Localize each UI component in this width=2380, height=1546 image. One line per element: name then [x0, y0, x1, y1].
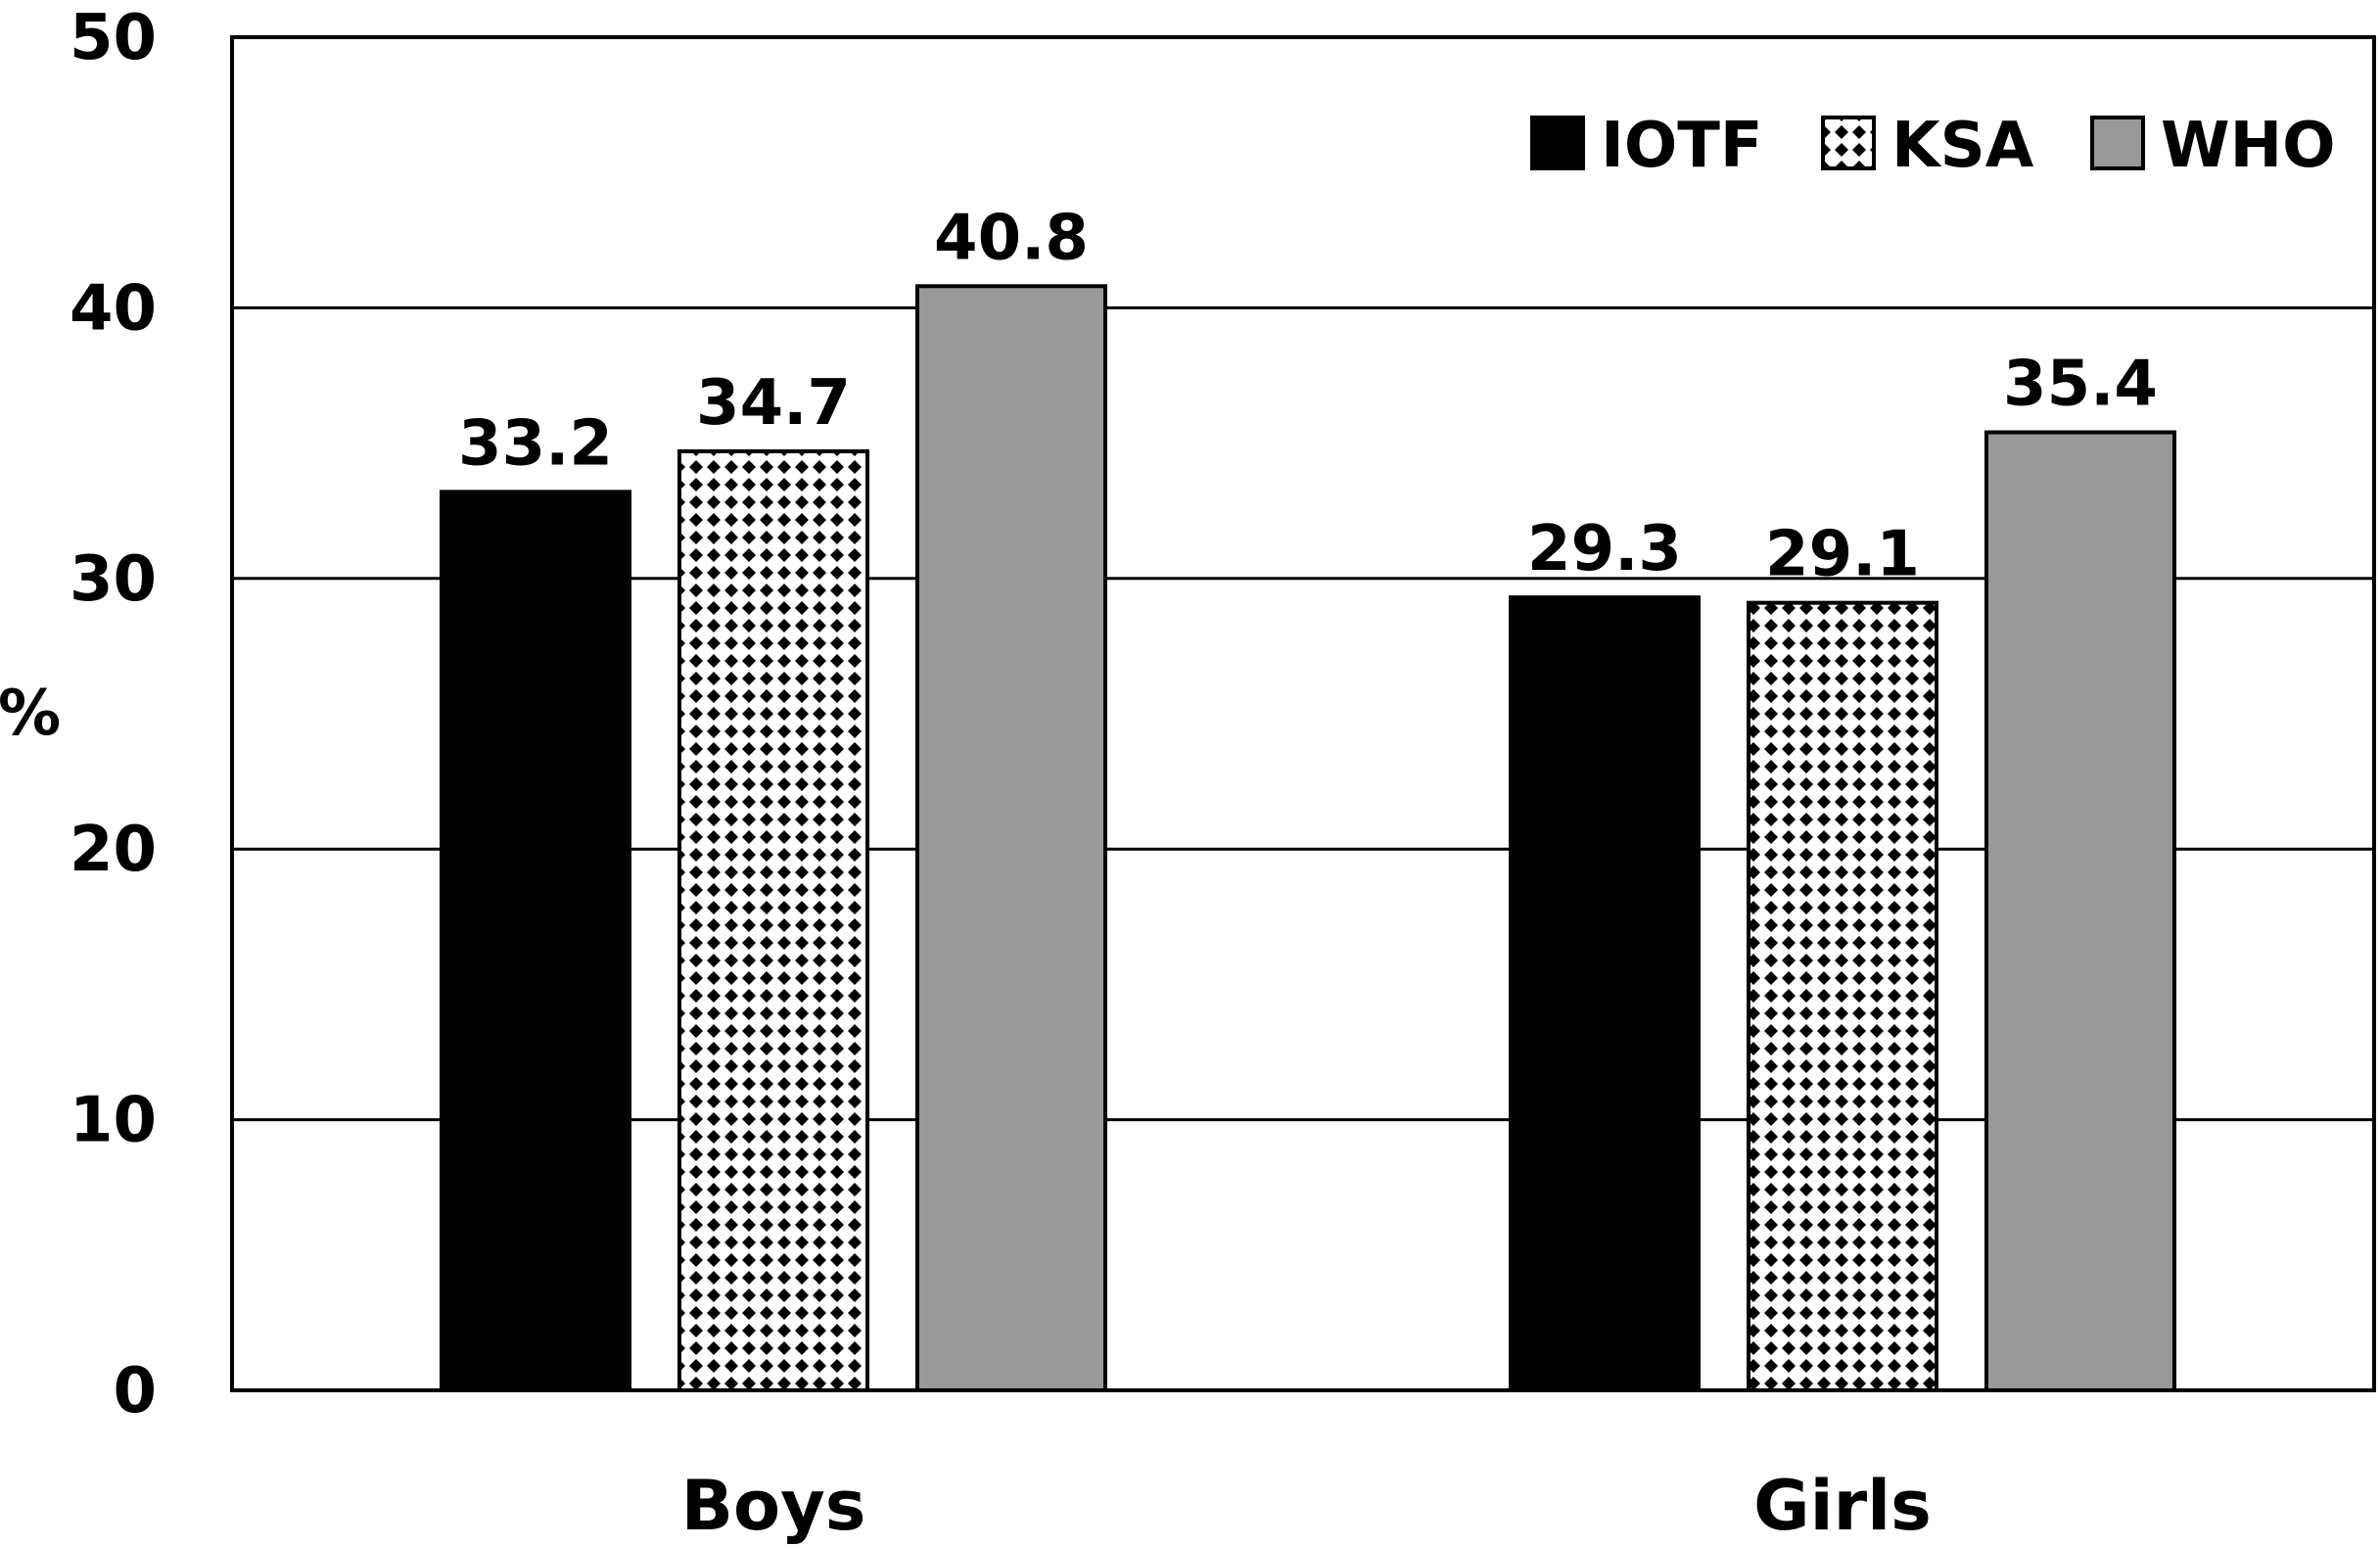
y-tick-label: 20: [70, 814, 157, 886]
legend-swatch-who: [2090, 116, 2145, 170]
y-tick-label: 50: [70, 2, 157, 74]
x-tick-label-girls: Girls: [1753, 1466, 1932, 1546]
legend-label-who: WHO: [2161, 110, 2336, 182]
data-labels: 33.2 34.7 40.8 29.3 29.1 35.4: [458, 202, 2158, 590]
x-tick-label-boys: Boys: [681, 1466, 866, 1546]
data-label-ksa-boys: 34.7: [696, 367, 851, 440]
bar-iotf-girls: [1509, 595, 1701, 1392]
bar-iotf-boys: [440, 490, 631, 1392]
data-label-who-boys: 40.8: [934, 202, 1089, 274]
bar-who-boys: [915, 284, 1107, 1393]
bar-ksa-boys: [677, 448, 869, 1392]
data-label-iotf-girls: 29.3: [1527, 513, 1682, 586]
legend-swatch-iotf: [1530, 116, 1585, 170]
legend-label-ksa: KSA: [1891, 110, 2034, 182]
y-tick-label: 0: [113, 1355, 157, 1428]
data-label-ksa-girls: 29.1: [1765, 519, 1920, 591]
y-tick-label: 30: [70, 543, 157, 616]
y-tick-label: 10: [70, 1085, 157, 1157]
data-label-iotf-boys: 33.2: [458, 407, 613, 480]
bar-ksa-girls: [1747, 600, 1938, 1392]
plot-frame: [230, 35, 2376, 1392]
y-axis-label: %: [0, 678, 61, 750]
legend: IOTF KSA WHO: [1530, 110, 2336, 182]
data-label-who-girls: 35.4: [2003, 349, 2158, 421]
legend-label-iotf: IOTF: [1601, 110, 1763, 182]
y-tick-label: 40: [70, 272, 157, 345]
axes: 0 10 20 30 40 50% Boys Girls: [0, 2, 1932, 1546]
bar-who-girls: [1984, 430, 2176, 1392]
bars: [440, 284, 2176, 1393]
legend-swatch-ksa: [1821, 116, 1876, 170]
